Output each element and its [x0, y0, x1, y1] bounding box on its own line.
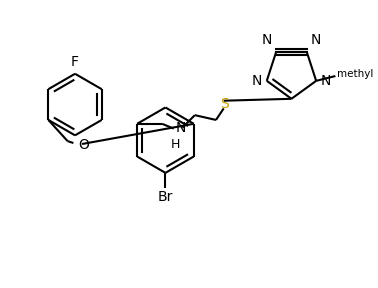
Text: N: N [321, 74, 332, 88]
Text: F: F [71, 55, 79, 69]
Text: O: O [78, 138, 89, 152]
Text: methyl: methyl [337, 69, 374, 79]
Text: S: S [220, 96, 229, 111]
Text: N: N [311, 33, 321, 47]
Text: H: H [171, 138, 180, 151]
Text: N: N [176, 121, 186, 135]
Text: Br: Br [158, 190, 173, 204]
Text: N: N [262, 33, 273, 47]
Text: N: N [252, 74, 262, 88]
